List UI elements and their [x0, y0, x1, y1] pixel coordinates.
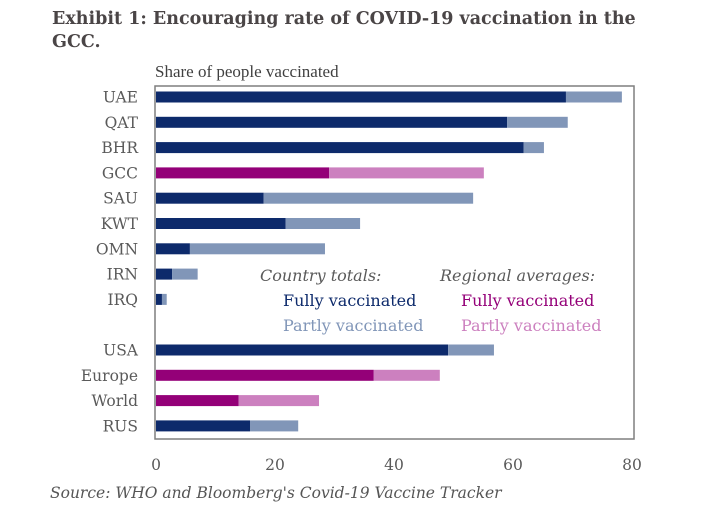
bar-fully-irn: [156, 268, 173, 280]
category-label-qat: QAT: [105, 114, 139, 132]
category-label-world: World: [92, 392, 139, 410]
legend-item-country-partly: Partly vaccinated: [283, 316, 424, 335]
plot-frame: [154, 85, 635, 440]
category-label-irn: IRN: [107, 266, 138, 284]
bar-fully-world: [156, 395, 239, 407]
bar-fully-bhr: [156, 142, 524, 154]
bar-partly-rus: [250, 420, 299, 432]
x-tick-label-80: 80: [622, 456, 642, 474]
bar-partly-irq: [161, 293, 167, 305]
bar-fully-rus: [156, 420, 251, 432]
category-labels: UAE QAT BHR GCC SAU KWT OMN IRN IRQ USA Europe Worl…: [81, 89, 139, 436]
bar-partly-gcc: [329, 167, 484, 179]
x-tick-labels: 0 20 40 60 80: [151, 456, 642, 474]
bar-partly-omn: [189, 243, 325, 255]
bar-fully-irq: [156, 293, 162, 305]
bar-partly-usa: [448, 344, 494, 356]
legend-item-country-fully: Fully vaccinated: [283, 291, 416, 310]
category-label-rus: RUS: [103, 417, 138, 435]
x-tick-label-40: 40: [384, 456, 404, 474]
bar-fully-qat: [156, 116, 508, 128]
legend-heading-country: Country totals:: [260, 266, 381, 285]
category-label-sau: SAU: [103, 190, 138, 208]
category-label-uae: UAE: [103, 89, 138, 107]
legend-item-regional-fully: Fully vaccinated: [461, 291, 594, 310]
category-label-europe: Europe: [81, 367, 138, 385]
bar-partly-europe: [373, 369, 440, 381]
bar-fully-sau: [156, 192, 264, 204]
chart-title: Exhibit 1: Encouraging rate of COVID-19 …: [52, 9, 636, 52]
category-label-irq: IRQ: [107, 291, 138, 309]
category-label-gcc: GCC: [102, 164, 138, 182]
chart-source: Source: WHO and Bloomberg's Covid-19 Vac…: [50, 484, 502, 502]
bars-layer: [156, 91, 622, 432]
category-label-usa: USA: [103, 342, 139, 360]
category-label-kwt: KWT: [101, 215, 139, 233]
legend-item-regional-partly: Partly vaccinated: [461, 316, 602, 335]
bar-fully-europe: [156, 369, 374, 381]
legend-heading-regional: Regional averages:: [439, 266, 595, 285]
category-label-omn: OMN: [96, 240, 138, 258]
bar-partly-world: [238, 395, 320, 407]
x-tick-label-0: 0: [151, 456, 161, 474]
category-label-bhr: BHR: [101, 139, 139, 157]
chart-subtitle: Share of people vaccinated: [155, 62, 339, 81]
bar-partly-uae: [565, 91, 622, 103]
bar-fully-gcc: [156, 167, 330, 179]
bar-fully-usa: [156, 344, 449, 356]
bar-partly-bhr: [523, 142, 544, 154]
bar-partly-sau: [263, 192, 474, 204]
bar-fully-omn: [156, 243, 190, 255]
bar-partly-irn: [172, 268, 198, 280]
bar-fully-uae: [156, 91, 566, 103]
x-tick-label-60: 60: [503, 456, 523, 474]
bar-fully-kwt: [156, 218, 286, 229]
x-tick-label-20: 20: [265, 456, 285, 474]
bar-partly-kwt: [285, 218, 361, 229]
bar-partly-qat: [507, 116, 568, 128]
legend: Country totals: Fully vaccinated Partly …: [260, 266, 602, 335]
